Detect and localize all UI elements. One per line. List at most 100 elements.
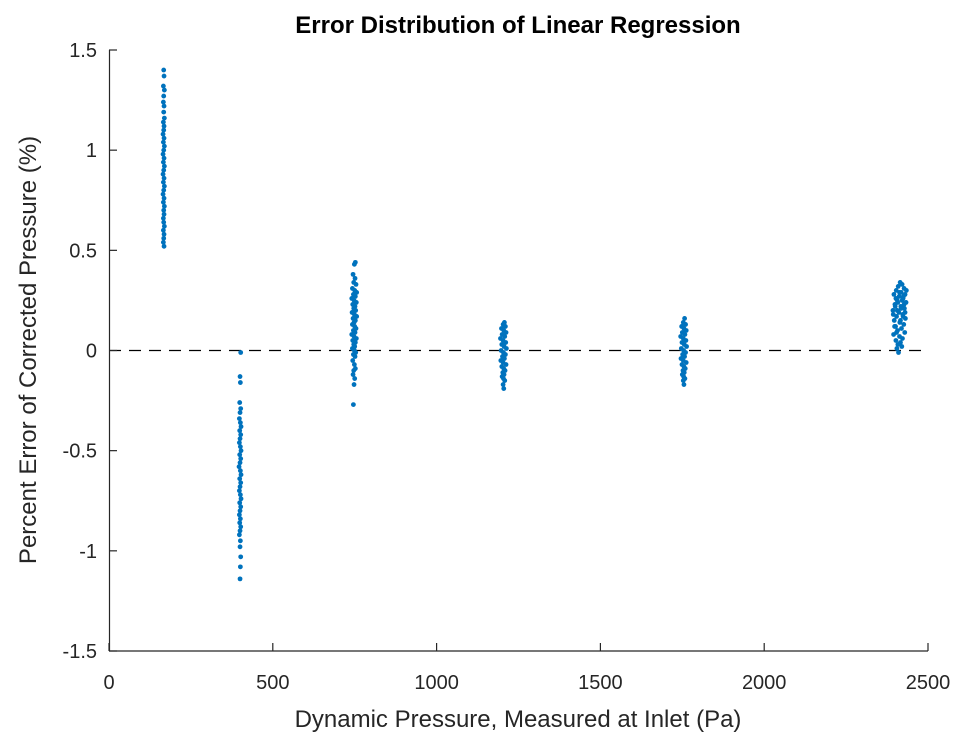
data-point: [236, 464, 242, 470]
data-point: [351, 261, 357, 267]
data-point: [350, 358, 356, 363]
data-point: [680, 378, 686, 383]
data-point: [160, 139, 166, 145]
data-point: [237, 436, 243, 442]
data-point: [161, 109, 167, 115]
data-point: [503, 340, 509, 345]
data-point: [503, 346, 509, 351]
data-point: [351, 382, 357, 387]
data-point: [351, 368, 357, 373]
data-point: [352, 294, 358, 299]
data-point: [160, 191, 166, 197]
data-point: [895, 300, 901, 305]
data-point: [895, 342, 901, 347]
y-tick-label: 1: [86, 140, 97, 162]
data-point: [161, 93, 167, 99]
data-point: [161, 155, 167, 161]
data-point: [901, 322, 907, 327]
y-tick-label: -1.5: [63, 641, 97, 663]
data-point: [161, 187, 167, 193]
data-point: [160, 131, 166, 137]
x-axis-label: Dynamic Pressure, Measured at Inlet (Pa): [295, 706, 742, 733]
data-point: [682, 332, 688, 337]
data-point: [900, 314, 906, 319]
data-point: [238, 432, 244, 438]
data-point: [237, 528, 243, 534]
data-point: [903, 288, 909, 293]
data-point: [502, 378, 508, 383]
data-point: [161, 73, 167, 79]
data-point: [237, 484, 243, 490]
data-point: [160, 83, 166, 89]
data-point: [902, 330, 908, 335]
data-point: [502, 356, 507, 361]
data-point: [683, 360, 689, 365]
data-point: [895, 283, 901, 289]
data-point: [352, 354, 358, 359]
y-tick-label: 1.5: [69, 40, 97, 62]
data-point: [160, 159, 166, 165]
data-point: [237, 564, 243, 570]
y-tick-label: 0: [86, 341, 97, 363]
y-axis-ticks: -1.5 -1 -0.5 0 0.5 1 1.5: [63, 40, 117, 663]
data-point: [238, 472, 244, 478]
data-point: [161, 115, 167, 121]
data-point: [899, 281, 905, 287]
data-point: [892, 324, 897, 329]
data-point: [161, 135, 167, 141]
data-point: [237, 520, 243, 526]
data-point: [161, 195, 167, 201]
data-point: [897, 290, 902, 295]
data-point: [891, 292, 897, 297]
data-point: [890, 312, 896, 317]
data-point: [892, 304, 898, 309]
x-tick-label: 2500: [906, 672, 951, 694]
data-point: [238, 406, 244, 411]
data-point: [899, 326, 904, 331]
data-point: [681, 382, 687, 387]
x-tick-label: 2000: [742, 672, 787, 694]
data-point: [502, 324, 508, 329]
data-point: [894, 330, 899, 335]
data-point: [237, 444, 243, 450]
y-tick-label: -1: [79, 541, 97, 563]
x-axis-ticks: 0 500 1000 1500 2000 2500: [103, 643, 950, 694]
data-point: [161, 207, 167, 213]
data-point: [682, 316, 687, 321]
data-point: [237, 380, 243, 385]
data-point: [352, 376, 358, 381]
data-point: [683, 322, 688, 327]
data-point: [237, 410, 243, 416]
data-point: [901, 294, 906, 299]
data-point: [503, 362, 509, 367]
data-point: [236, 488, 242, 494]
data-point: [160, 239, 166, 245]
data-point: [237, 428, 243, 434]
data-point: [237, 460, 243, 466]
data-point: [236, 416, 242, 422]
x-tick-label: 0: [103, 672, 114, 694]
data-point: [894, 346, 900, 351]
data-point: [353, 281, 359, 287]
data-point: [237, 400, 243, 405]
data-point: [237, 544, 243, 550]
chart-title: Error Distribution of Linear Regression: [295, 12, 740, 39]
data-point: [890, 308, 896, 313]
data-point: [237, 492, 243, 498]
data-point: [238, 480, 244, 486]
data-point: [160, 199, 166, 205]
data-point: [237, 576, 243, 582]
data-point: [238, 448, 244, 454]
data-point: [161, 103, 167, 109]
data-point: [236, 532, 242, 538]
data-point: [237, 508, 243, 514]
data-point: [502, 334, 508, 339]
data-point: [352, 275, 358, 281]
data-point: [237, 468, 243, 474]
data-point: [161, 231, 167, 237]
data-point: [354, 314, 360, 319]
x-tick-label: 500: [256, 672, 289, 694]
data-point: [351, 362, 357, 367]
data-point: [902, 310, 908, 315]
data-point: [238, 456, 244, 462]
